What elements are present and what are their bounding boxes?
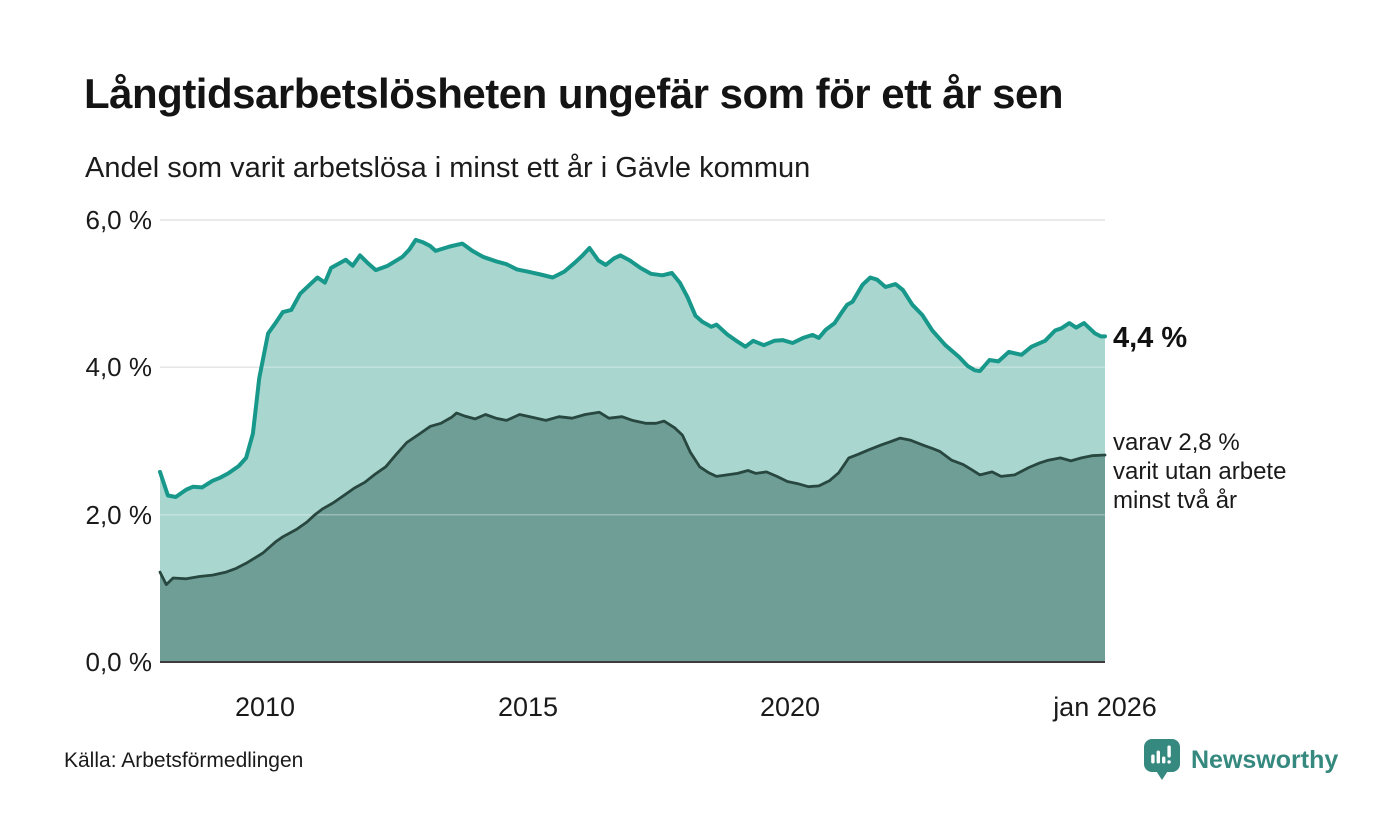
newsworthy-brand-link[interactable]: Newsworthy [1143, 738, 1338, 790]
area-fill-two-years [160, 412, 1105, 662]
annotation-line-2: varit utan arbete [1113, 458, 1287, 485]
source-note: Källa: Arbetsförmedlingen [64, 749, 304, 772]
newsworthy-brand-name: Newsworthy [1191, 746, 1339, 774]
latest-value-label: 4,4 % [1113, 322, 1188, 354]
y-axis-tick-0: 0,0 % [85, 647, 153, 677]
y-axis-tick-4: 4,0 % [85, 352, 153, 382]
y-axis-tick-6: 6,0 % [85, 205, 153, 235]
chart-title: Långtidsarbetslösheten ungefär som för e… [84, 70, 1064, 117]
x-axis-tick-2020: 2020 [759, 692, 821, 722]
two-year-annotation: varav 2,8 % varit utan arbete minst två … [1113, 428, 1286, 515]
newsworthy-logo-icon [1143, 738, 1182, 790]
series-line-total [158, 237, 1107, 499]
x-axis-tick-2010: 2010 [234, 692, 296, 722]
annotation-line-3: minst två år [1113, 487, 1238, 514]
x-axis-tick-2015: 2015 [497, 692, 559, 722]
chart-subtitle: Andel som varit arbetslösa i minst ett å… [85, 152, 811, 184]
x-axis-tick-jan-2026: jan 2026 [1053, 692, 1157, 722]
annotation-line-1: varav 2,8 % [1113, 429, 1240, 456]
y-axis-tick-2: 2,0 % [85, 500, 153, 530]
series-line-two-years [158, 410, 1107, 586]
